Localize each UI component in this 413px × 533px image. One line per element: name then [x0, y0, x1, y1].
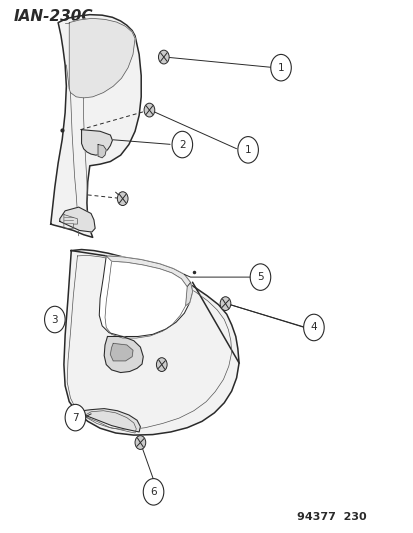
Polygon shape	[59, 207, 95, 232]
Text: 5: 5	[256, 272, 263, 282]
Text: 3: 3	[51, 314, 58, 325]
Circle shape	[237, 136, 258, 163]
Text: 1: 1	[277, 63, 284, 72]
Circle shape	[220, 297, 230, 311]
Circle shape	[158, 50, 169, 64]
Circle shape	[45, 306, 65, 333]
Text: 1: 1	[244, 145, 251, 155]
Text: 94377  230: 94377 230	[297, 512, 366, 522]
Circle shape	[172, 131, 192, 158]
Circle shape	[135, 435, 145, 449]
Polygon shape	[99, 256, 192, 336]
Polygon shape	[98, 144, 106, 158]
Polygon shape	[81, 130, 112, 155]
Polygon shape	[106, 256, 190, 287]
Text: 4: 4	[310, 322, 316, 333]
Polygon shape	[110, 343, 133, 361]
Circle shape	[143, 479, 164, 505]
Text: IAN-230C: IAN-230C	[14, 10, 93, 25]
Polygon shape	[185, 282, 192, 306]
Circle shape	[270, 54, 291, 81]
Text: 2: 2	[178, 140, 185, 150]
Polygon shape	[104, 336, 143, 373]
Polygon shape	[69, 18, 135, 98]
Text: 6: 6	[150, 487, 157, 497]
Circle shape	[65, 405, 85, 431]
Circle shape	[144, 103, 154, 117]
Polygon shape	[51, 14, 141, 237]
Circle shape	[156, 358, 167, 372]
Circle shape	[249, 264, 270, 290]
Polygon shape	[78, 409, 140, 432]
Circle shape	[117, 192, 128, 206]
Text: 7: 7	[72, 413, 78, 423]
Polygon shape	[64, 249, 238, 435]
Circle shape	[303, 314, 323, 341]
